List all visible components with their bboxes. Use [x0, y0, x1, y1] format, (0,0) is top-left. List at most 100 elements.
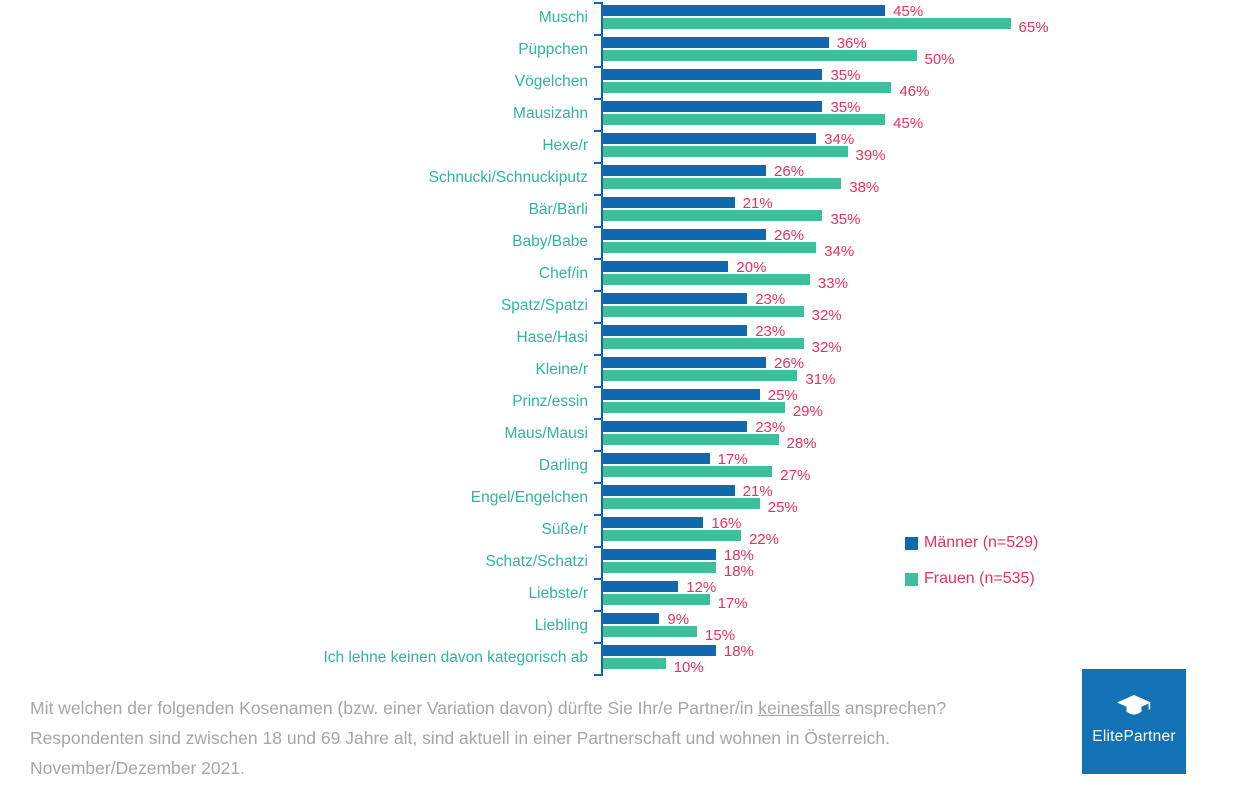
axis-tick [594, 482, 601, 484]
bar-frauen [603, 50, 917, 61]
chart-row: Mausizahn 35% 45% [0, 98, 1243, 132]
category-label: Muschi [538, 9, 588, 26]
category-label: Vögelchen [514, 73, 588, 90]
chart-row: Schatz/Schatzi 18% 18% [0, 546, 1243, 580]
axis-tick [594, 2, 601, 4]
legend-label-frauen: Frauen (n=535) [924, 570, 1035, 587]
bar-frauen [603, 402, 785, 413]
value-label-maenner: 36% [836, 35, 867, 52]
category-label: Schnucki/Schnuckiputz [428, 169, 588, 186]
axis-tick [594, 290, 601, 292]
category-label: Spatz/Spatzi [500, 297, 588, 314]
chart-row: Süße/r 16% 22% [0, 514, 1243, 548]
axis-tick [594, 610, 601, 612]
value-label-frauen: 46% [899, 83, 930, 100]
legend-item-maenner: Männer (n=529) [905, 534, 1038, 552]
value-label-maenner: 17% [717, 451, 748, 468]
legend-swatch-maenner [905, 536, 918, 550]
bar-frauen [603, 434, 779, 445]
bar-maenner [603, 357, 767, 368]
bar-frauen [603, 562, 716, 573]
bar-frauen [603, 530, 741, 541]
value-label-maenner: 20% [736, 259, 767, 276]
category-label: Süße/r [541, 521, 588, 538]
chart-row: Hase/Hasi 23% 32% [0, 322, 1243, 356]
axis-tick [594, 674, 601, 676]
value-label-maenner: 45% [893, 3, 924, 20]
value-label-frauen: 15% [705, 627, 736, 644]
chart-row: Maus/Mausi 23% 28% [0, 418, 1243, 452]
axis-tick [594, 642, 601, 644]
bar-maenner [603, 133, 817, 144]
footnote-underlined-word: keinesfalls [758, 698, 840, 718]
value-label-maenner: 34% [824, 131, 855, 148]
bar-frauen [603, 466, 773, 477]
value-label-frauen: 25% [767, 499, 798, 516]
chart-row: Püppchen 36% 50% [0, 34, 1243, 68]
bar-maenner [603, 421, 748, 432]
chart-row: Chef/in 20% 33% [0, 258, 1243, 292]
axis-tick [594, 322, 601, 324]
axis-tick [594, 34, 601, 36]
category-label: Darling [538, 457, 588, 474]
footnote-line-3: November/Dezember 2021. [30, 758, 245, 778]
value-label-maenner: 23% [755, 323, 786, 340]
kosenamen-bar-chart: Muschi 45% 65% Püppchen 36% 50% Vögelchen 35% 46… [0, 2, 1243, 678]
value-label-frauen: 33% [817, 275, 848, 292]
value-label-frauen: 38% [849, 179, 880, 196]
value-label-frauen: 10% [673, 659, 704, 676]
category-label: Schatz/Schatzi [485, 553, 588, 570]
chart-row: Liebste/r 12% 17% [0, 578, 1243, 612]
bar-frauen [603, 178, 842, 189]
category-label: Prinz/essin [512, 393, 588, 410]
value-label-frauen: 32% [811, 307, 842, 324]
category-label: Maus/Mausi [504, 425, 588, 442]
bar-maenner [603, 325, 748, 336]
value-label-frauen: 35% [830, 211, 861, 228]
bar-frauen [603, 370, 798, 381]
chart-row: Kleine/r 26% 31% [0, 354, 1243, 388]
category-label: Mausizahn [513, 105, 588, 122]
legend-swatch-frauen [905, 572, 918, 586]
bar-maenner [603, 549, 716, 560]
bar-maenner [603, 5, 886, 16]
category-label: Baby/Babe [512, 233, 588, 250]
value-label-maenner: 18% [723, 643, 754, 660]
axis-tick [594, 546, 601, 548]
axis-tick [594, 66, 601, 68]
bar-maenner [603, 389, 760, 400]
value-label-maenner: 26% [774, 227, 805, 244]
bar-maenner [603, 645, 716, 656]
value-label-maenner: 23% [755, 419, 786, 436]
bar-maenner [603, 197, 735, 208]
chart-row: Muschi 45% 65% [0, 2, 1243, 36]
chart-row: Vögelchen 35% 46% [0, 66, 1243, 100]
y-axis-line [594, 2, 603, 676]
axis-tick [594, 258, 601, 260]
category-label: Kleine/r [535, 361, 588, 378]
legend-label-maenner: Männer (n=529) [924, 534, 1039, 551]
category-label: Liebste/r [528, 585, 588, 602]
bar-frauen [603, 338, 804, 349]
value-label-maenner: 16% [711, 515, 742, 532]
category-label: Hase/Hasi [516, 329, 589, 346]
value-label-maenner: 23% [755, 291, 786, 308]
axis-tick [594, 578, 601, 580]
bar-frauen [603, 274, 810, 285]
category-label: Liebling [534, 617, 588, 634]
bar-maenner [603, 485, 735, 496]
chart-row: Baby/Babe 26% 34% [0, 226, 1243, 260]
legend-item-frauen: Frauen (n=535) [905, 570, 1035, 588]
bar-frauen [603, 210, 823, 221]
value-label-maenner: 35% [830, 99, 861, 116]
category-label: Püppchen [518, 41, 588, 58]
value-label-frauen: 29% [792, 403, 823, 420]
bar-maenner [603, 101, 823, 112]
value-label-maenner: 26% [774, 163, 805, 180]
logo-wordmark: ElitePartner [1092, 728, 1176, 745]
axis-tick [594, 418, 601, 420]
chart-row: Spatz/Spatzi 23% 32% [0, 290, 1243, 324]
bar-maenner [603, 293, 748, 304]
value-label-frauen: 27% [780, 467, 811, 484]
category-label: Engel/Engelchen [470, 489, 588, 506]
